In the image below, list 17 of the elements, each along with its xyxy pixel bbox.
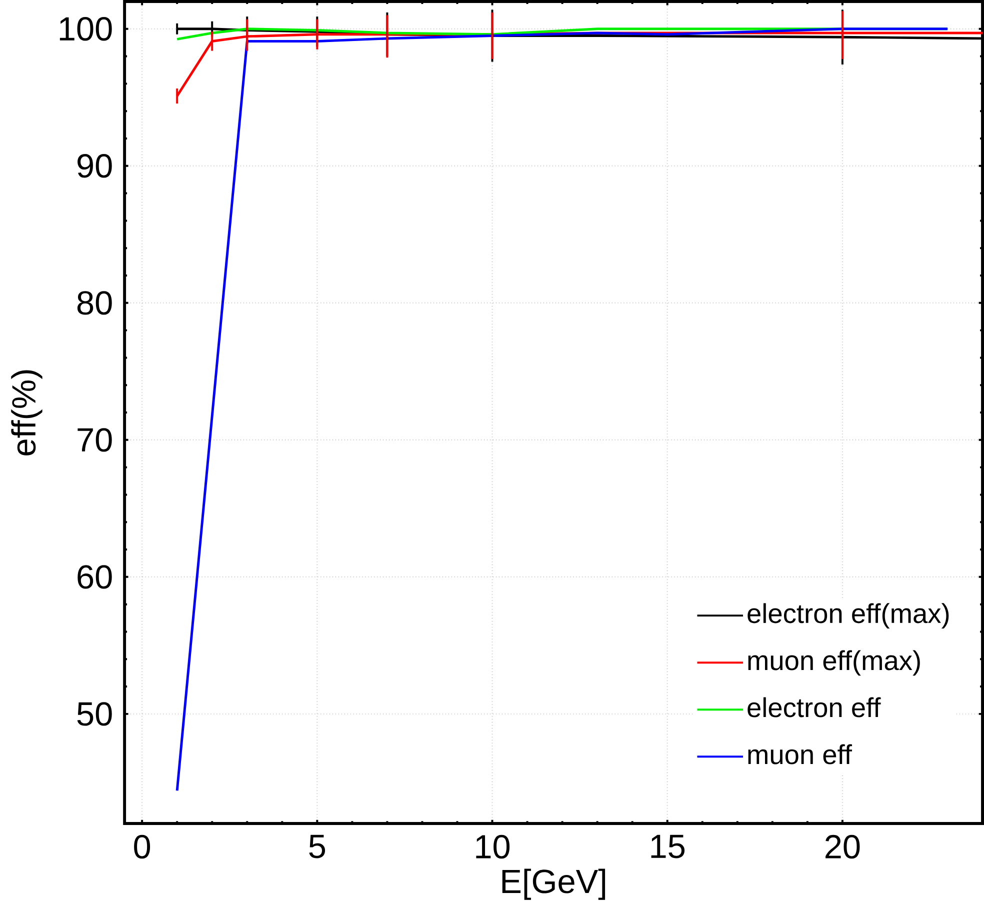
- y-tick-label: 60: [78, 565, 112, 589]
- legend-label: electron eff: [748, 697, 881, 718]
- y-tick-label: 90: [78, 154, 112, 178]
- legend-label: muon eff: [748, 744, 852, 764]
- x-tick-label: 15: [651, 834, 685, 858]
- y-tick-label: 70: [78, 428, 112, 452]
- x-tick-label: 20: [826, 834, 860, 859]
- y-tick-label: 100: [60, 17, 112, 41]
- y-tick-label: 80: [77, 291, 112, 315]
- legend-label: muon eff(max): [748, 650, 920, 676]
- x-tick-label: 10: [476, 834, 510, 859]
- x-axis-title: E[GeV]: [502, 868, 606, 900]
- x-tick-label: 0: [134, 834, 150, 859]
- y-axis-title: eff(%): [11, 370, 42, 456]
- x-tick-label: 5: [309, 834, 326, 858]
- y-tick-label: 50: [77, 702, 112, 726]
- legend-label: electron eff(max): [748, 603, 949, 629]
